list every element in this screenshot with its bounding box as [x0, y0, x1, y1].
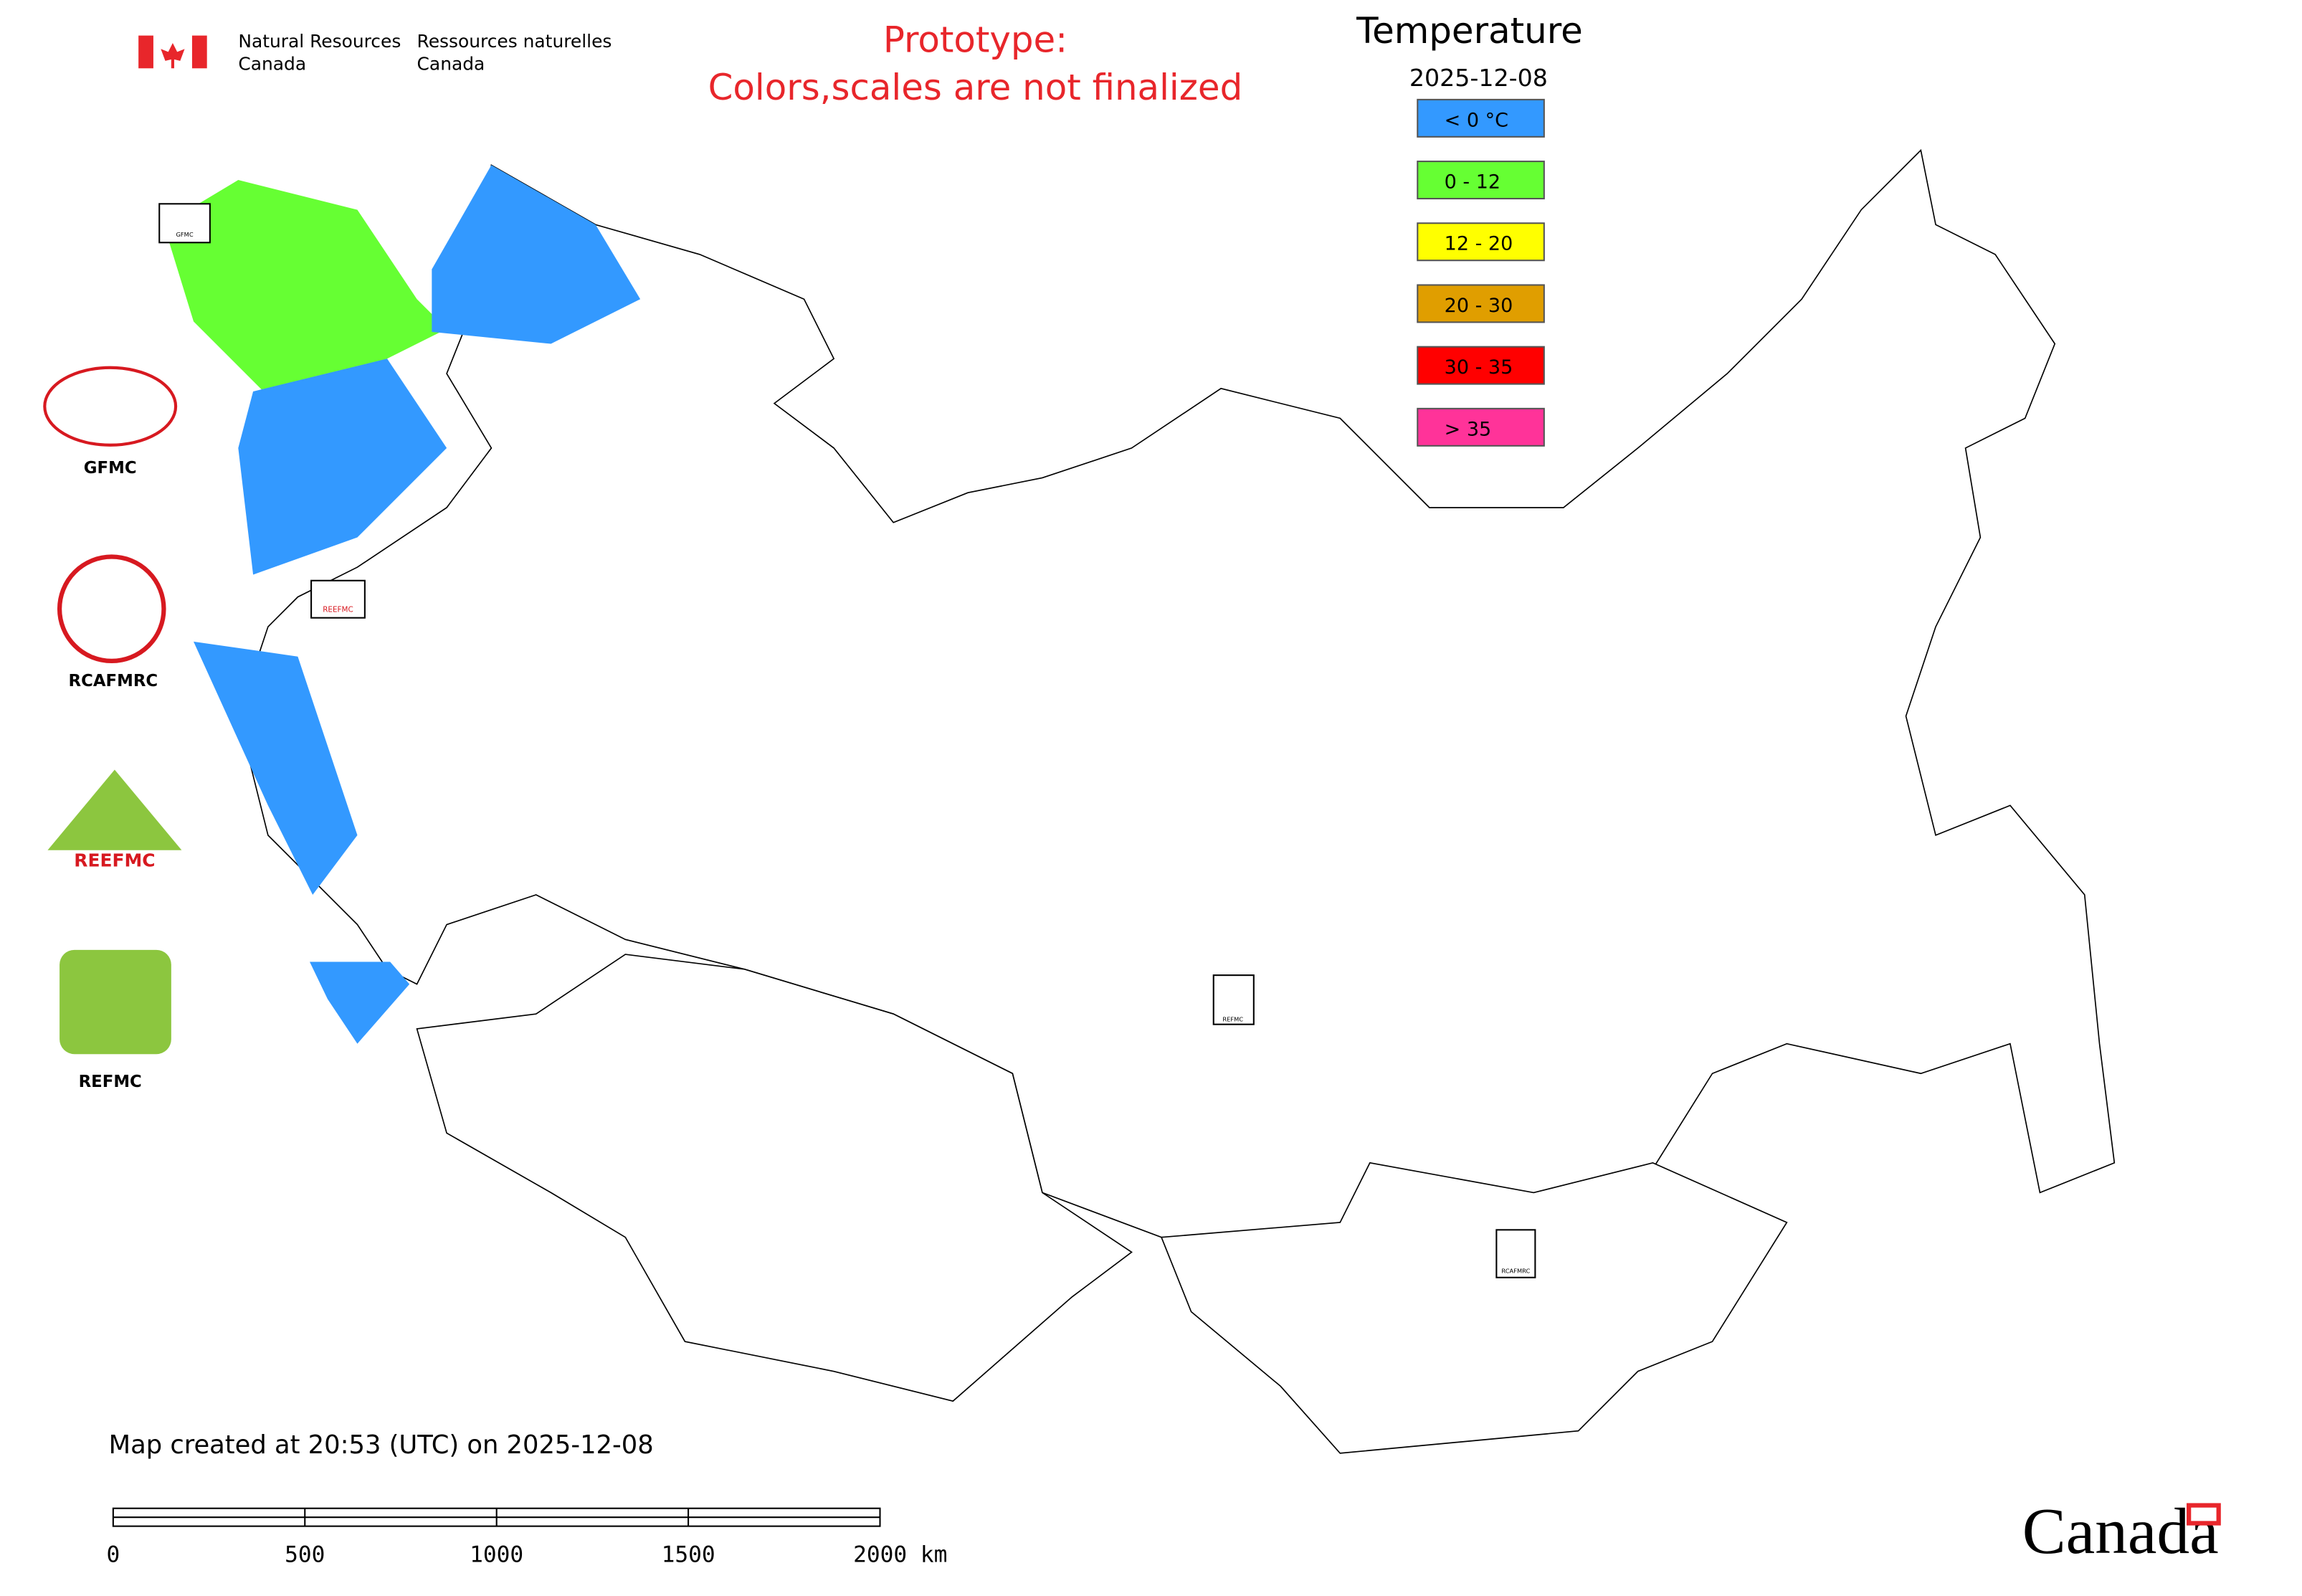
marker-label: REFMC — [1222, 1016, 1243, 1023]
legend-swatch — [1417, 222, 1545, 262]
legend-label: 30 - 35 — [1445, 356, 1513, 379]
legend-title: Temperature — [1356, 10, 1583, 52]
legend: < 0 °C 0 - 12 12 - 20 20 - 30 30 - 35 > 35 — [1417, 98, 1545, 447]
russia — [237, 148, 2116, 1238]
scale-label: 500 — [285, 1542, 325, 1567]
scale-label: 0 — [106, 1542, 120, 1567]
scale-label: 2000 km — [853, 1542, 947, 1567]
marker-label: GFMC — [176, 231, 193, 238]
legend-swatch — [1417, 346, 1545, 385]
logo-label: REFMC — [79, 1073, 142, 1091]
temperature-area — [310, 961, 410, 1044]
department-en: Natural Resources — [238, 31, 401, 52]
logo-label: GFMC — [84, 459, 137, 478]
legend-swatch — [1417, 98, 1545, 138]
legend-label: 12 - 20 — [1445, 233, 1513, 255]
logos: GFMC RCAFMRC REEFMC REFMC — [43, 366, 182, 1091]
legend-label: > 35 — [1445, 418, 1492, 440]
notice: Colors,scales are not finalized — [708, 67, 1243, 108]
legend-label: 0 - 12 — [1445, 171, 1500, 193]
legend-swatch — [1417, 407, 1545, 447]
department-fr: Canada — [417, 53, 485, 74]
department-fr: Ressources naturelles — [417, 31, 612, 52]
temperature-area — [163, 180, 447, 396]
canada-wordmark: Canada — [2022, 1495, 2219, 1567]
department-en: Canada — [238, 53, 306, 74]
legend-label: 20 - 30 — [1445, 295, 1513, 317]
map-markers: GFMC RCAFMRC REEFMC REFMC — [158, 203, 1536, 1278]
kazakhstan — [416, 954, 1133, 1402]
legend-date: 2025-12-08 — [1409, 64, 1548, 92]
legend-swatch — [1417, 284, 1545, 323]
marker-label: REEFMC — [323, 605, 353, 614]
logo-label: RCAFMRC — [69, 672, 158, 690]
temperature-area — [432, 165, 641, 344]
marker-label: RCAFMRC — [1501, 1268, 1530, 1275]
temperature-area — [194, 641, 358, 896]
legend-label: < 0 °C — [1445, 109, 1508, 131]
temperature-area — [238, 358, 447, 575]
map — [163, 148, 2116, 1454]
legend-swatch — [1417, 161, 1545, 200]
nrcan-signature: Natural Resources Canada Ressources natu… — [138, 31, 612, 74]
mongolia — [1160, 1162, 1788, 1454]
scale-label: 1500 — [662, 1542, 715, 1567]
logo-label: REEFMC — [74, 850, 155, 871]
scale-label: 1000 — [470, 1542, 523, 1567]
scale-bar: 0 500 1000 1500 2000 km — [106, 1507, 947, 1567]
notice: Prototype: — [883, 19, 1067, 60]
footer: Map created at 20:53 (UTC) on 2025-12-08 — [109, 1430, 654, 1460]
